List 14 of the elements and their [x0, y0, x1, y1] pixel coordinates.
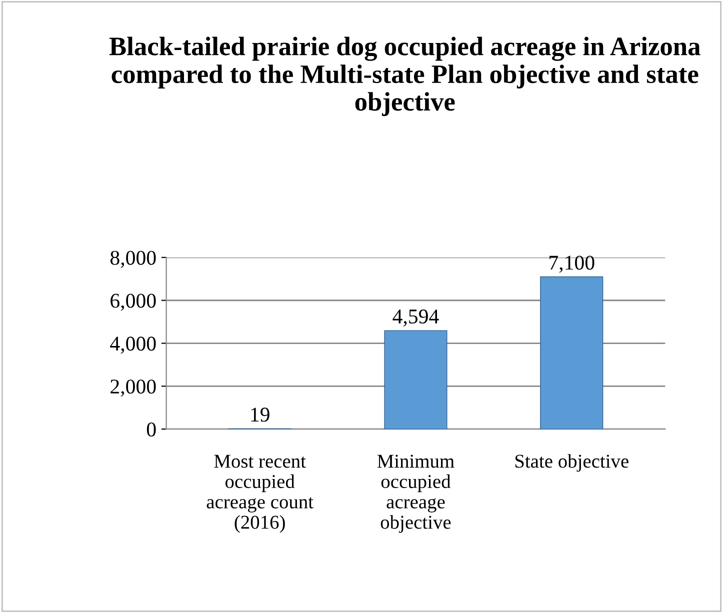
- x-tick-label: Most recent occupied acreage count (2016): [206, 454, 314, 533]
- data-label: 19: [251, 408, 270, 422]
- data-label: 7,100: [550, 256, 594, 273]
- y-tick-label: 2,000: [110, 380, 156, 397]
- x-tick-label: State objective: [515, 454, 628, 472]
- x-tick-label: Minimum occupied acreage objective: [377, 454, 454, 533]
- y-tick-label: 4,000: [110, 336, 156, 354]
- y-tick-label: 6,000: [110, 294, 156, 311]
- bar: [384, 330, 448, 430]
- chart-title: Black-tailed prairie dog occupied acreage in Arizona compared to the Multi-state Plan objective and state objective: [109, 36, 700, 116]
- y-tick-label: 0: [146, 422, 156, 437]
- y-tick-label: 8,000: [110, 250, 156, 268]
- data-label: 4,594: [392, 310, 439, 327]
- bar: [540, 276, 604, 430]
